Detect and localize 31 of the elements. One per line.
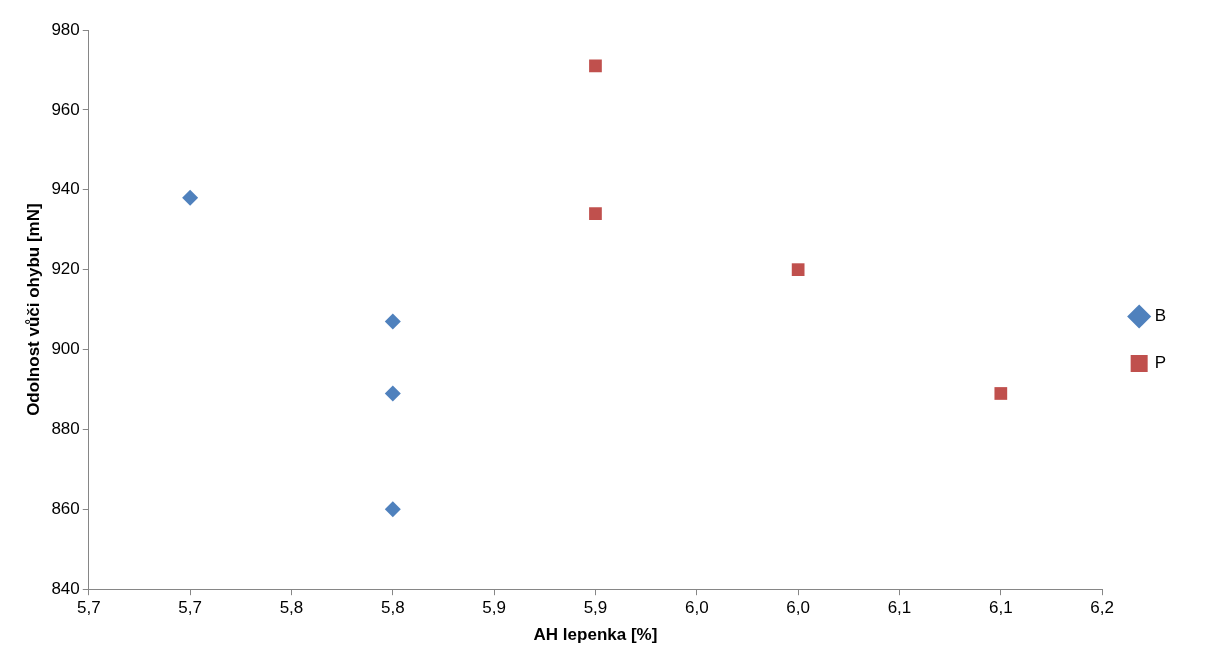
x-tick-label: 5,7 bbox=[178, 598, 202, 618]
y-tick-label: 880 bbox=[51, 419, 80, 439]
x-tick-label: 5,7 bbox=[76, 598, 101, 618]
x-tick-label: 6,1 bbox=[989, 598, 1013, 618]
point bbox=[994, 387, 1008, 400]
legend-label: B bbox=[1154, 306, 1166, 326]
y-tick-label: 940 bbox=[51, 179, 80, 199]
point bbox=[384, 313, 401, 330]
point bbox=[182, 189, 199, 206]
y-tick-label: 900 bbox=[51, 339, 80, 359]
point bbox=[384, 501, 401, 518]
point bbox=[589, 207, 602, 221]
x-tick-label: 5,8 bbox=[380, 598, 405, 618]
x-tick-label: 5,8 bbox=[279, 598, 304, 618]
point bbox=[791, 263, 805, 277]
point bbox=[384, 385, 401, 402]
y-axis-title: Odolnost vůči ohybu [mN] bbox=[23, 203, 43, 416]
point bbox=[589, 59, 602, 73]
y-tick-label: 860 bbox=[51, 499, 80, 518]
legend-label: P bbox=[1154, 353, 1166, 373]
x-tick-label: 5,9 bbox=[583, 598, 608, 618]
x-tick-label: 6,2 bbox=[1090, 598, 1114, 618]
x-tick-label: 6,1 bbox=[887, 598, 912, 618]
y-tick-label: 920 bbox=[51, 259, 80, 279]
x-tick-label: 5,9 bbox=[482, 598, 506, 618]
x-tick-label: 6,0 bbox=[684, 598, 709, 618]
y-tick-label: 980 bbox=[51, 19, 80, 39]
y-tick-label: 960 bbox=[51, 99, 80, 119]
x-tick-label: 6,0 bbox=[786, 598, 810, 618]
x-axis-title: AH lepenka [%] bbox=[533, 625, 658, 645]
y-tick-label: 840 bbox=[51, 578, 80, 598]
